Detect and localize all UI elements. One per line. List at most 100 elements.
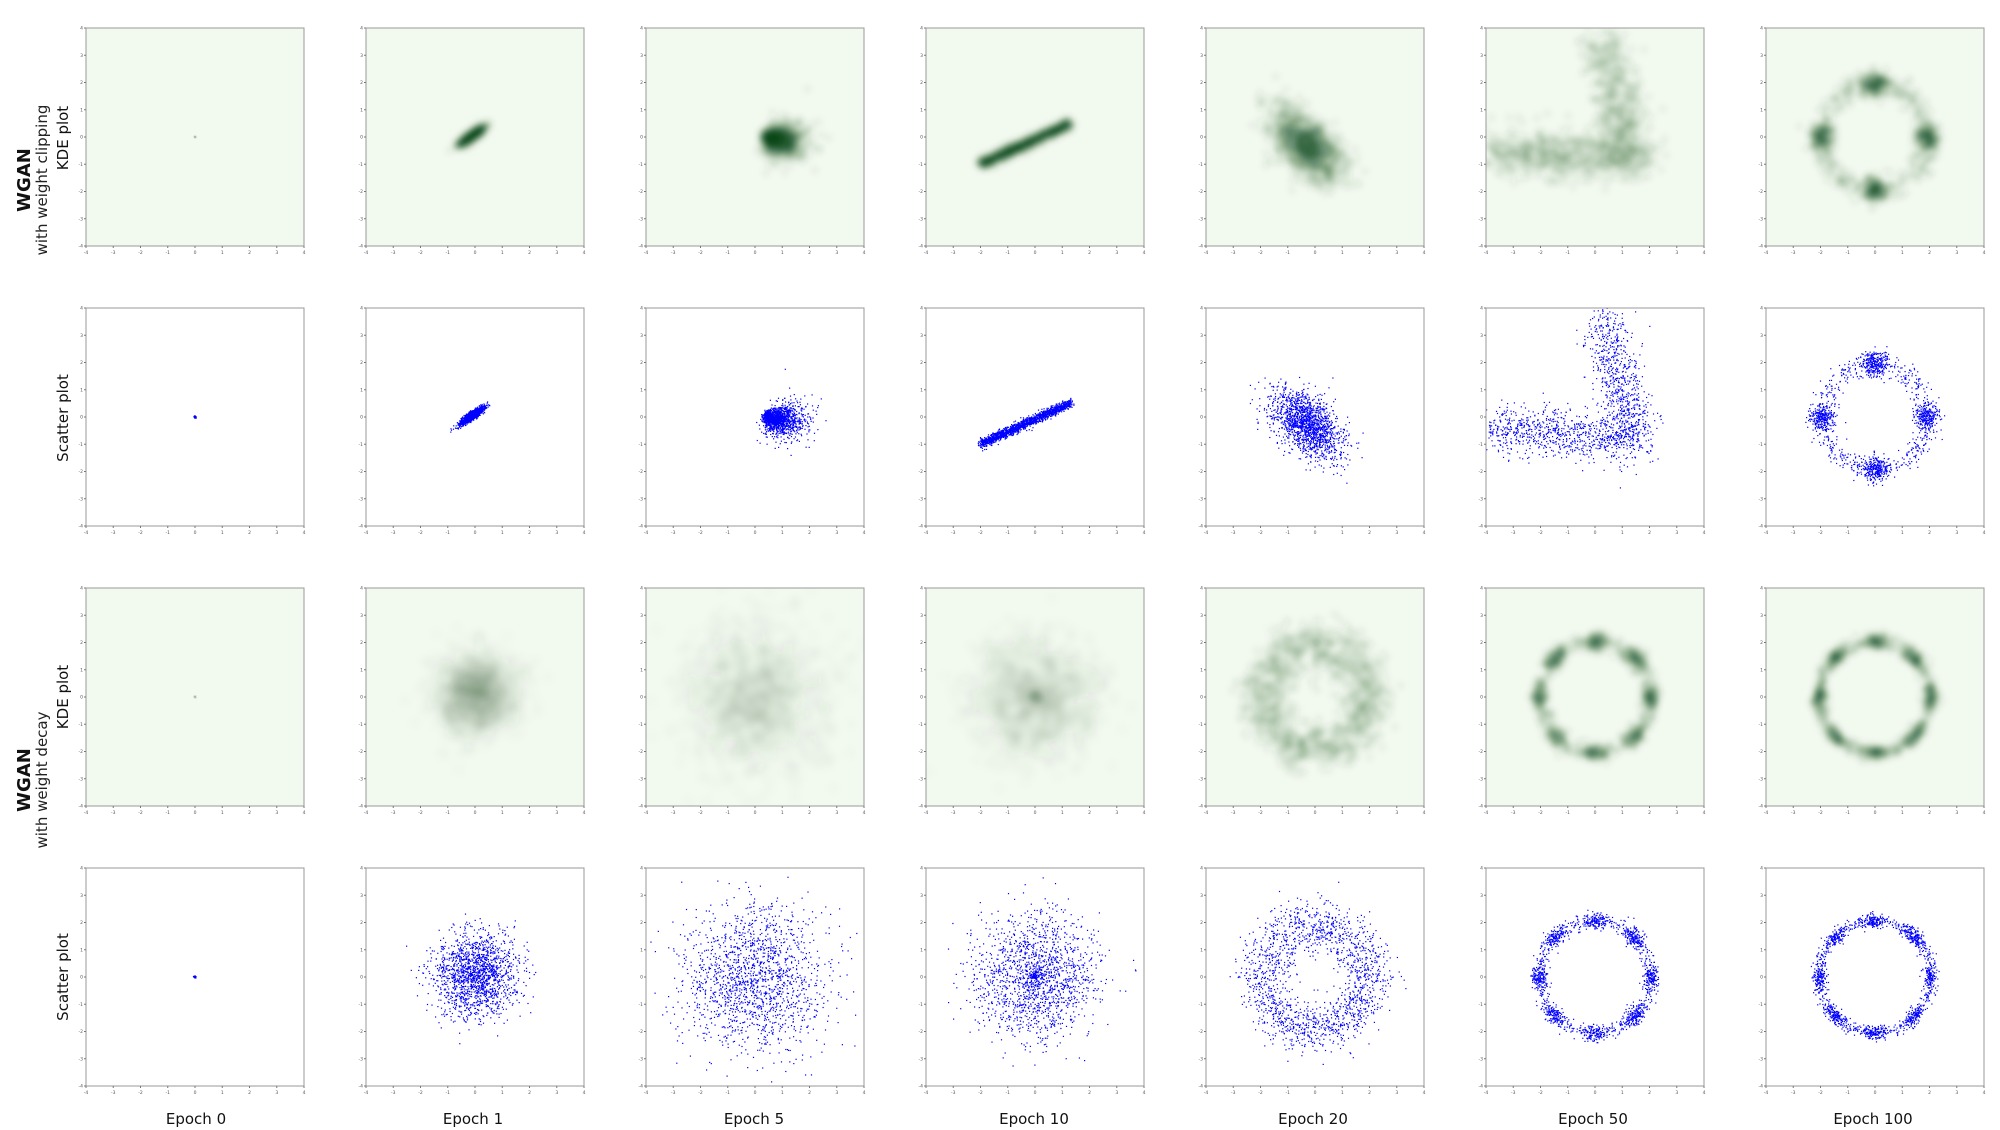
x-tick-label: -2: [698, 250, 703, 256]
x-tick-label: 0: [474, 250, 477, 256]
kde-mass: [1661, 135, 1668, 142]
y-tick-label: 0: [1200, 135, 1203, 141]
kde-mass: [1298, 158, 1305, 165]
kde-mass: [1018, 144, 1025, 151]
kde-mass: [1344, 183, 1351, 190]
x-tick-label: -1: [726, 250, 731, 256]
kde-mass: [1055, 120, 1062, 127]
kde-mass: [194, 135, 196, 138]
y-tick-label: 4: [640, 26, 643, 32]
kde-mass: [1301, 129, 1308, 136]
y-tick-label: 2: [640, 80, 643, 86]
kde-mass: [763, 170, 769, 177]
kde-mass: [1289, 177, 1296, 184]
y-tick-label: -4: [359, 244, 364, 250]
kde-mass: [1361, 168, 1368, 175]
kde-mass: [1257, 117, 1264, 124]
kde-mass: [1339, 147, 1346, 153]
kde-mass: [1282, 86, 1289, 93]
x-tick-label: 4: [1423, 250, 1426, 256]
kde-mass: [777, 130, 784, 137]
kde-mass: [1276, 131, 1283, 138]
kde-mass: [803, 130, 810, 136]
kde-mass: [1326, 172, 1333, 179]
y-tick-label: -3: [1199, 216, 1204, 222]
column-label: Epoch 50: [1558, 1110, 1628, 1128]
x-tick-label: -3: [111, 250, 116, 256]
row-label: KDE plot: [54, 665, 72, 729]
kde-mass: [1277, 157, 1284, 164]
y-tick-label: -1: [79, 162, 84, 168]
x-tick-label: 4: [303, 250, 306, 256]
kde-mass: [1257, 90, 1264, 97]
kde-mass: [1030, 139, 1037, 145]
kde-mass: [1284, 125, 1291, 132]
kde-mass: [1272, 73, 1279, 80]
kde-mass: [1333, 154, 1340, 161]
kde-mass: [1300, 118, 1307, 125]
kde-mass: [1515, 114, 1522, 121]
kde-mass: [454, 143, 461, 150]
kde-mass: [1313, 133, 1320, 140]
kde-mass: [1317, 176, 1324, 183]
x-tick-label: -4: [1204, 250, 1209, 256]
kde-mass: [1331, 170, 1338, 177]
x-tick-label: 2: [1088, 250, 1091, 256]
y-tick-label: 3: [1200, 53, 1203, 59]
kde-mass: [1591, 32, 1598, 39]
y-tick-label: -2: [639, 189, 644, 195]
kde-mass: [1299, 177, 1306, 184]
kde-mass: [1275, 144, 1282, 151]
kde-mass: [1283, 138, 1290, 144]
kde-mass: [1056, 127, 1062, 134]
y-tick-label: 0: [80, 135, 83, 141]
kde-mass: [1287, 159, 1294, 165]
kde-mass: [1264, 119, 1271, 126]
kde-mass: [1620, 17, 1626, 23]
row-label: KDE plot: [54, 106, 72, 170]
kde-mass: [1335, 176, 1342, 183]
kde-mass: [787, 162, 794, 169]
kde-mass: [780, 143, 787, 150]
x-tick-label: -3: [951, 250, 956, 256]
x-tick-label: 3: [555, 250, 558, 256]
kde-mass: [1296, 93, 1302, 100]
x-tick-label: 3: [835, 250, 838, 256]
kde-mass: [1309, 112, 1316, 119]
kde-mass: [1307, 167, 1314, 173]
y-tick-label: -2: [359, 189, 364, 195]
kde-mass: [463, 135, 470, 142]
kde-mass: [474, 126, 481, 133]
kde-mass: [793, 134, 800, 141]
y-tick-label: 3: [640, 53, 643, 59]
y-tick-label: -1: [639, 162, 644, 168]
kde-mass: [1062, 121, 1069, 128]
kde-mass: [772, 135, 779, 142]
kde-mass: [754, 147, 761, 154]
y-tick-label: -3: [639, 216, 644, 222]
kde-mass: [1291, 118, 1298, 125]
y-tick-label: -1: [359, 162, 364, 168]
y-tick-label: 0: [360, 135, 363, 141]
kde-mass: [801, 147, 808, 154]
kde-mass: [1304, 100, 1311, 107]
kde-mass: [1346, 157, 1353, 164]
kde-mass: [769, 159, 776, 166]
kde-mass: [1659, 105, 1666, 112]
x-tick-label: 1: [781, 250, 784, 256]
x-tick-label: -4: [644, 250, 649, 256]
x-tick-label: -1: [446, 250, 451, 256]
group-subtitle: with weight clipping: [33, 105, 51, 256]
kde-mass: [1332, 119, 1339, 126]
kde-mass: [1282, 106, 1289, 113]
y-tick-label: 4: [80, 26, 83, 32]
x-tick-label: 1: [1341, 250, 1344, 256]
kde-mass: [1292, 101, 1299, 108]
x-tick-label: 2: [248, 250, 251, 256]
x-tick-label: -2: [138, 250, 143, 256]
kde-mass: [1332, 148, 1339, 155]
kde-mass: [1476, 142, 1482, 148]
